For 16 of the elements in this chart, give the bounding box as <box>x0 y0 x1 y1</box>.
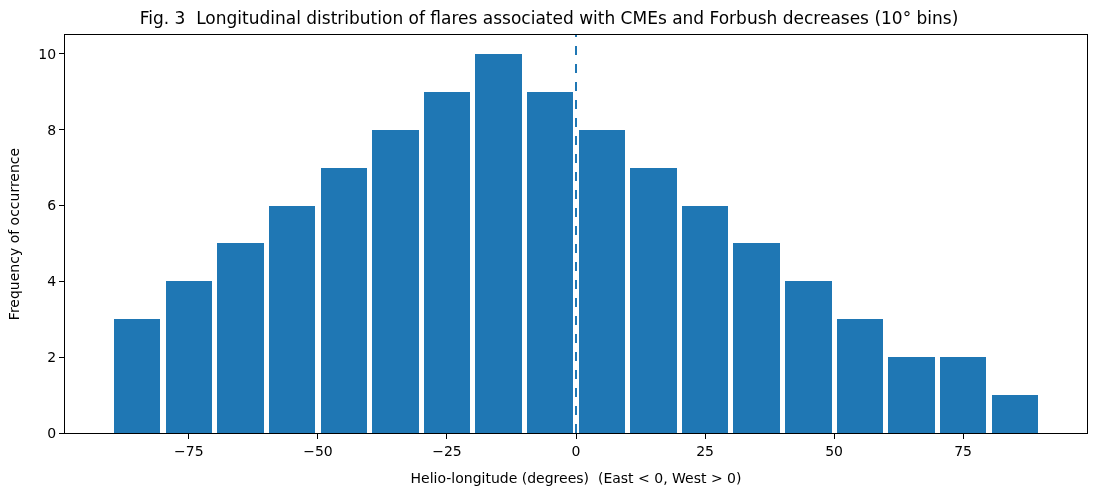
y-tick-label: 0 <box>47 424 57 441</box>
y-tick-label: 6 <box>47 197 57 214</box>
x-tick-label: −50 <box>303 442 333 459</box>
x-tick-label: 25 <box>696 442 714 459</box>
x-tick-label: 75 <box>954 442 973 459</box>
x-tick-label: −25 <box>432 442 462 459</box>
chart-title: Fig. 3 Longitudinal distribution of flares associated with CMEs and Forbush decreases (10° bins) <box>139 8 959 29</box>
x-tick-label: −75 <box>174 442 204 459</box>
y-tick-label: 8 <box>47 121 57 138</box>
y-tick-label: 2 <box>47 349 57 366</box>
x-tick-label: 0 <box>571 442 581 459</box>
y-tick-label: 4 <box>47 273 57 290</box>
x-axis-title: Helio-longitude (degrees) (East < 0, West > 0) <box>410 470 742 487</box>
y-axis-title: Frequency of occurrence <box>5 147 22 321</box>
y-tick-label: 10 <box>38 45 57 62</box>
x-tick-label: 50 <box>825 442 843 459</box>
